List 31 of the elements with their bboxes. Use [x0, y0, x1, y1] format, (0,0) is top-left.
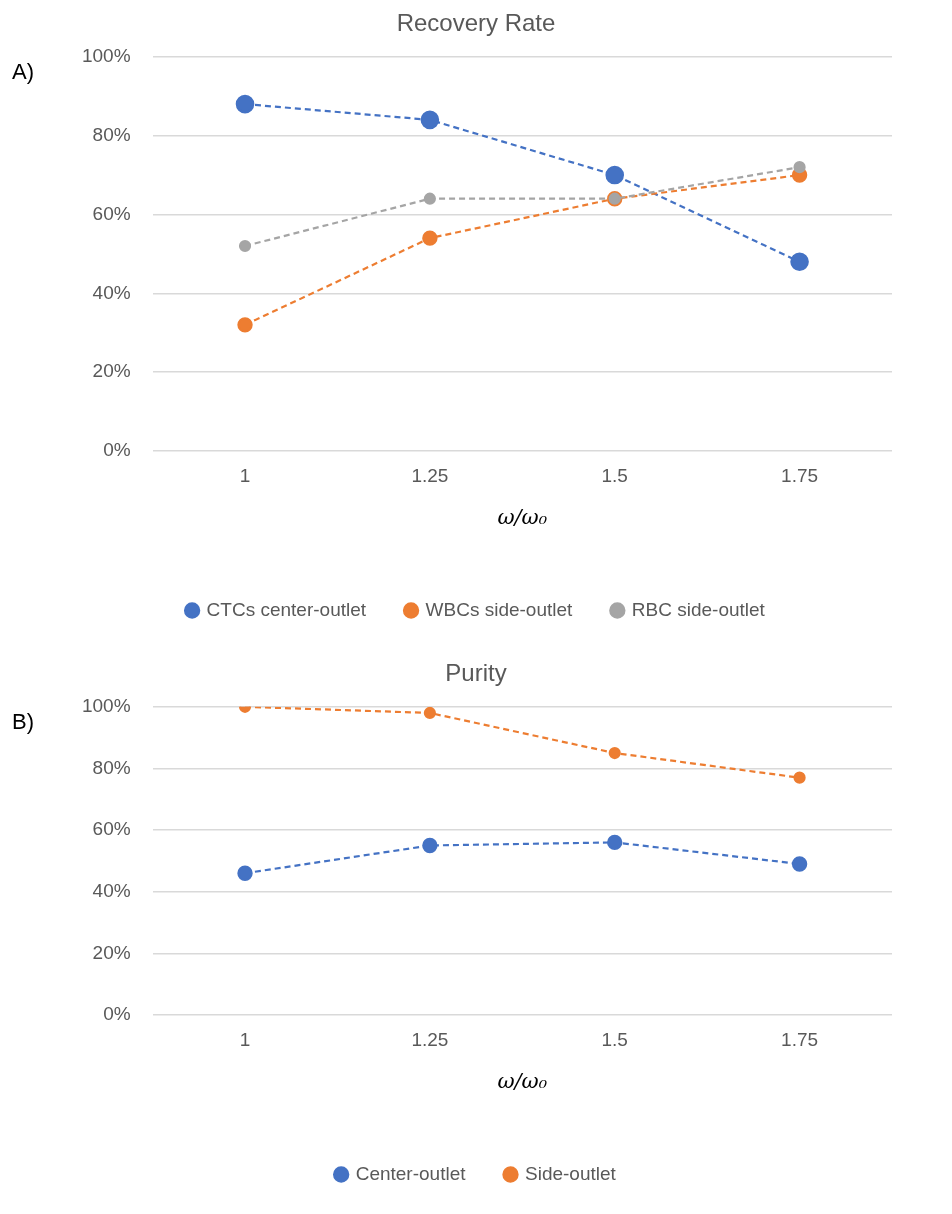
legend-label: WBCs side-outlet [425, 598, 574, 620]
x-tick-label: 1.25 [411, 464, 449, 486]
x-tick-label: 1.75 [781, 464, 819, 486]
y-tick-label: 0% [103, 1003, 131, 1025]
x-tick-label: 1 [239, 464, 251, 486]
legend-label: Center-outlet [355, 1162, 467, 1184]
y-tick-label: 0% [103, 439, 131, 461]
text: B) [12, 708, 34, 734]
y-tick-label: 100% [81, 45, 131, 67]
x-tick-label: 1.75 [781, 1028, 819, 1050]
x-axis-title: ω/ω₀ [497, 1068, 548, 1093]
chart-title: Recovery Rate [396, 9, 556, 37]
y-tick-label: 20% [92, 360, 131, 382]
chart-title: Purity [445, 659, 507, 687]
legend-label: RBC side-outlet [631, 598, 766, 620]
legend-label: Side-outlet [525, 1162, 617, 1184]
x-tick-label: 1.5 [601, 464, 628, 486]
x-axis-title: ω/ω₀ [497, 504, 548, 529]
x-tick-label: 1.5 [601, 1028, 628, 1050]
x-tick-label: 1.25 [411, 1028, 449, 1050]
y-tick-label: 60% [92, 202, 131, 224]
y-tick-label: 80% [92, 756, 131, 778]
y-tick-label: 100% [81, 695, 131, 717]
y-tick-label: 40% [92, 281, 131, 303]
y-tick-label: 20% [92, 941, 131, 963]
legend-label: CTCs center-outlet [206, 598, 367, 620]
y-tick-label: 80% [92, 123, 131, 145]
y-tick-label: 40% [92, 879, 131, 901]
text: A) [12, 58, 34, 84]
x-tick-label: 1 [239, 1028, 251, 1050]
y-tick-label: 60% [92, 818, 131, 840]
